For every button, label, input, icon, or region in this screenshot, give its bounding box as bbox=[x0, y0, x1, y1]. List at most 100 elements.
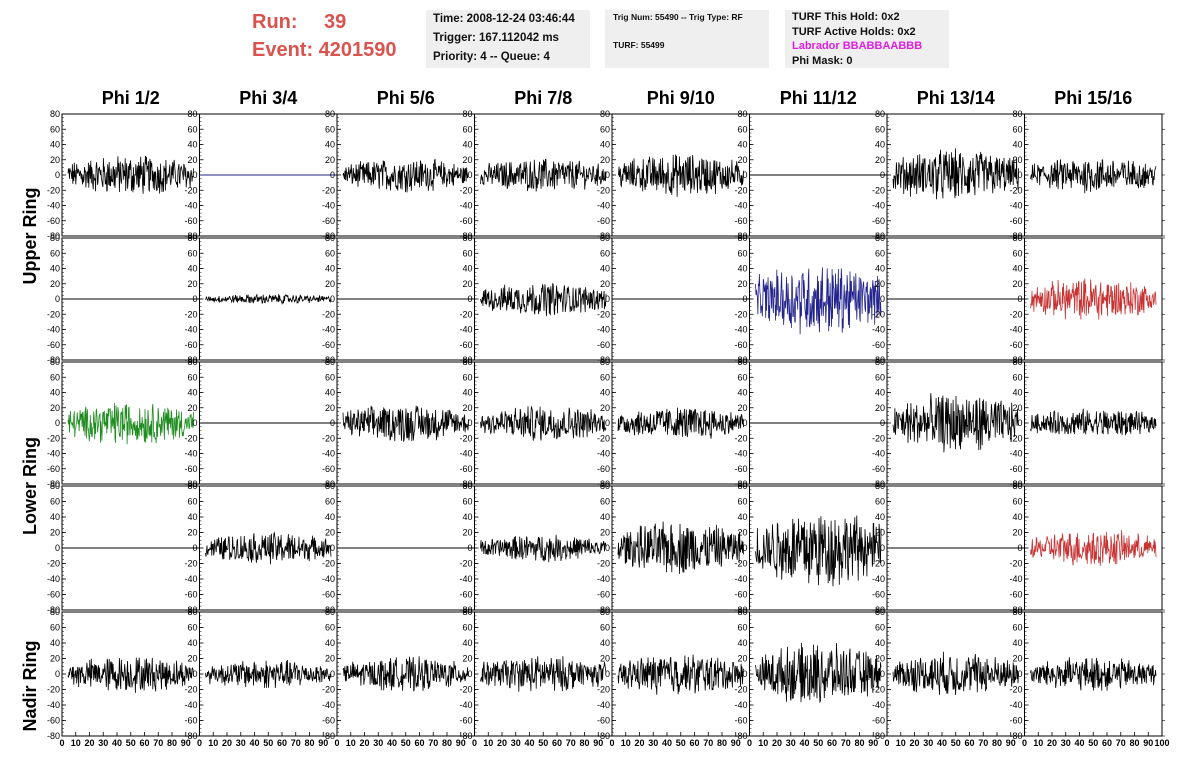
y-tick-label: 0 bbox=[742, 543, 747, 553]
y-tick-label: -80 bbox=[459, 731, 472, 741]
y-tick-label: 0 bbox=[605, 418, 610, 428]
waveform-trace bbox=[67, 402, 194, 445]
y-tick-label: 20 bbox=[325, 528, 335, 538]
x-tick-label: 90 bbox=[181, 738, 191, 748]
y-tick-label: -40 bbox=[597, 449, 610, 459]
y-tick-label: -20 bbox=[1009, 309, 1022, 319]
x-tick-label: 10 bbox=[346, 738, 356, 748]
x-tick-label: 90 bbox=[593, 738, 603, 748]
x-tick-label: 80 bbox=[579, 738, 589, 748]
x-tick-label: 80 bbox=[1129, 738, 1139, 748]
y-tick-label: -80 bbox=[459, 231, 472, 241]
y-tick-label: 40 bbox=[1012, 512, 1022, 522]
waveform-trace bbox=[205, 531, 332, 565]
y-tick-label: -80 bbox=[734, 355, 747, 365]
y-tick-label: -80 bbox=[47, 479, 60, 489]
waveform-trace bbox=[1030, 278, 1157, 320]
y-tick-label: -60 bbox=[459, 340, 472, 350]
x-tick-label: 40 bbox=[524, 738, 534, 748]
x-tick-label: 80 bbox=[854, 738, 864, 748]
y-tick-label: 40 bbox=[50, 388, 60, 398]
y-tick-label: 0 bbox=[330, 418, 335, 428]
y-tick-label: 20 bbox=[600, 654, 610, 664]
x-tick-label: 50 bbox=[126, 738, 136, 748]
x-tick-label: 20 bbox=[909, 738, 919, 748]
y-tick-label: 80 bbox=[600, 109, 610, 119]
y-tick-label: 0 bbox=[467, 418, 472, 428]
y-tick-label: -40 bbox=[459, 574, 472, 584]
y-tick-label: 60 bbox=[50, 497, 60, 507]
x-tick-label: 70 bbox=[291, 738, 301, 748]
y-tick-label: -60 bbox=[872, 464, 885, 474]
y-tick-label: 40 bbox=[187, 140, 197, 150]
y-tick-label: 20 bbox=[187, 155, 197, 165]
waveform-trace bbox=[342, 158, 469, 193]
y-tick-label: 0 bbox=[467, 543, 472, 553]
y-tick-label: 60 bbox=[325, 497, 335, 507]
x-tick-label: 30 bbox=[923, 738, 933, 748]
y-tick-label: 80 bbox=[875, 233, 885, 243]
y-tick-label: 40 bbox=[50, 638, 60, 648]
y-tick-label: 60 bbox=[737, 623, 747, 633]
waveform-trace bbox=[755, 267, 882, 335]
phi-mask-text: Phi Mask: 0 bbox=[792, 54, 853, 67]
x-tick-label: 90 bbox=[868, 738, 878, 748]
x-tick-label: 20 bbox=[497, 738, 507, 748]
turf-text: TURF: 55499 bbox=[613, 40, 665, 50]
x-tick-label: 60 bbox=[689, 738, 699, 748]
y-tick-label: 60 bbox=[600, 124, 610, 134]
y-tick-label: 20 bbox=[187, 654, 197, 664]
x-tick-label: 80 bbox=[992, 738, 1002, 748]
y-tick-label: 20 bbox=[462, 403, 472, 413]
y-tick-label: 0 bbox=[880, 294, 885, 304]
y-tick-label: 60 bbox=[50, 623, 60, 633]
y-tick-label: -20 bbox=[184, 559, 197, 569]
y-tick-label: 60 bbox=[875, 623, 885, 633]
waveform-trace bbox=[1030, 159, 1157, 194]
y-tick-label: 80 bbox=[737, 109, 747, 119]
x-tick-label: 30 bbox=[98, 738, 108, 748]
y-tick-label: -60 bbox=[1009, 216, 1022, 226]
x-tick-label: 90 bbox=[1006, 738, 1016, 748]
y-tick-label: 60 bbox=[325, 248, 335, 258]
y-tick-label: -20 bbox=[734, 433, 747, 443]
x-tick-label: 70 bbox=[153, 738, 163, 748]
y-tick-label: 20 bbox=[737, 403, 747, 413]
y-tick-label: -40 bbox=[872, 201, 885, 211]
y-tick-label: 0 bbox=[742, 669, 747, 679]
y-tick-label: -60 bbox=[734, 216, 747, 226]
turf-active-holds-text: TURF Active Holds: 0x2 bbox=[792, 25, 916, 38]
x-tick-label: 50 bbox=[538, 738, 548, 748]
y-tick-label: 20 bbox=[187, 403, 197, 413]
waveform-trace bbox=[342, 656, 469, 692]
y-tick-label: -20 bbox=[322, 309, 335, 319]
waveform-trace bbox=[617, 154, 744, 197]
y-tick-label: -60 bbox=[322, 464, 335, 474]
y-tick-label: -80 bbox=[597, 355, 610, 365]
y-tick-label: 60 bbox=[1012, 124, 1022, 134]
ring-label: Nadir Ring bbox=[20, 640, 40, 731]
y-tick-label: -60 bbox=[1009, 716, 1022, 726]
y-tick-label: -80 bbox=[459, 355, 472, 365]
y-tick-label: 80 bbox=[1012, 233, 1022, 243]
y-tick-label: 40 bbox=[325, 140, 335, 150]
y-tick-label: 20 bbox=[187, 528, 197, 538]
x-tick-label: 30 bbox=[1061, 738, 1071, 748]
ring-label: Lower Ring bbox=[20, 437, 40, 535]
y-tick-label: -40 bbox=[47, 449, 60, 459]
y-tick-label: 0 bbox=[880, 170, 885, 180]
y-tick-label: 0 bbox=[1017, 294, 1022, 304]
y-tick-label: -40 bbox=[597, 325, 610, 335]
y-tick-label: -20 bbox=[184, 433, 197, 443]
y-tick-label: -20 bbox=[597, 185, 610, 195]
y-tick-label: 80 bbox=[462, 357, 472, 367]
y-tick-label: 60 bbox=[1012, 372, 1022, 382]
y-tick-label: 20 bbox=[600, 155, 610, 165]
y-tick-label: 60 bbox=[50, 124, 60, 134]
x-tick-label: 10 bbox=[71, 738, 81, 748]
y-tick-label: 40 bbox=[875, 140, 885, 150]
waveform-trace bbox=[892, 651, 1019, 695]
y-tick-label: 60 bbox=[875, 248, 885, 258]
turf-info-panel: TURF This Hold: 0x2 TURF Active Holds: 0… bbox=[785, 10, 949, 68]
y-tick-label: 20 bbox=[875, 654, 885, 664]
